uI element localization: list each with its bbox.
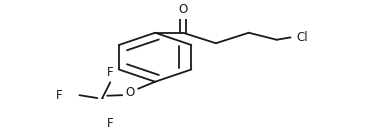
Text: F: F [107,67,114,79]
Text: F: F [56,89,63,102]
Text: Cl: Cl [297,31,308,44]
Text: O: O [178,3,188,17]
Text: O: O [126,86,135,99]
Text: F: F [107,117,114,130]
